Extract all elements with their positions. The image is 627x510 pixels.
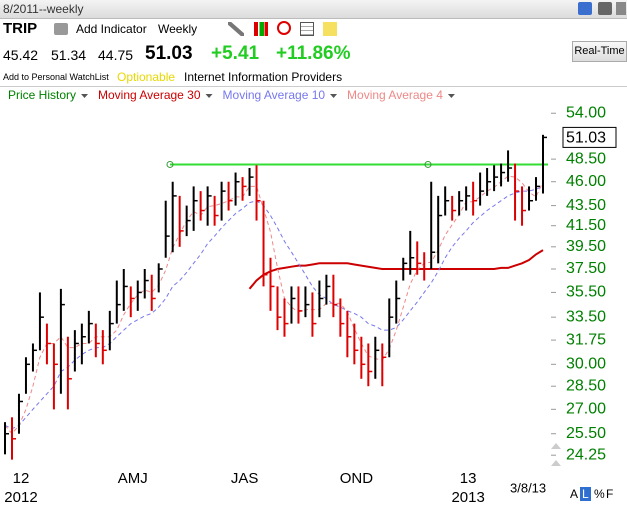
y-tick-label: 27.00: [566, 401, 606, 418]
note-icon[interactable]: [323, 22, 337, 36]
legend-arrow: [447, 94, 455, 98]
table-icon[interactable]: [300, 22, 314, 36]
mode-button[interactable]: A: [570, 487, 578, 501]
trendline-handle: [166, 160, 174, 168]
x-tick-label: 12: [13, 470, 30, 487]
y-tick-label: 37.50: [566, 260, 606, 277]
mode-button[interactable]: L: [582, 487, 589, 501]
interval[interactable]: Weekly: [158, 22, 198, 36]
icon[interactable]: [578, 2, 592, 15]
last-price-label: 51.03: [566, 130, 606, 147]
title-bar: 8/2011--weekly: [0, 0, 627, 19]
watchlist-link[interactable]: Add to Personal WatchList: [3, 72, 109, 82]
mode-button[interactable]: %: [594, 487, 605, 501]
scroll-arrow[interactable]: [551, 460, 561, 466]
y-tick-label: 48.50: [566, 150, 606, 167]
y-tick-label: 24.25: [566, 446, 606, 463]
quote-last: 51.03: [145, 43, 193, 64]
print-icon[interactable]: [54, 23, 68, 35]
legend-label[interactable]: Price History: [8, 88, 76, 102]
legend-label[interactable]: Moving Average 30: [98, 88, 201, 102]
legend-label[interactable]: Moving Average 4: [347, 88, 443, 102]
alarm-icon[interactable]: [277, 21, 291, 35]
y-tick-label: 25.50: [566, 425, 606, 442]
quote-open: 45.42: [3, 47, 39, 63]
quote-low: 44.75: [98, 47, 134, 63]
moving-average: [4, 185, 544, 430]
chart-icon[interactable]: [254, 22, 268, 36]
y-tick-label: 54.00: [566, 104, 606, 121]
y-tick-label: 41.50: [566, 217, 606, 234]
legend-arrow: [330, 94, 338, 98]
x-tick-label: 13: [460, 470, 477, 487]
legend-label[interactable]: Moving Average 10: [223, 88, 326, 102]
icon[interactable]: [616, 2, 626, 15]
optionable: Optionable: [117, 70, 176, 84]
scroll-arrow[interactable]: [551, 443, 561, 449]
trendline-handle: [424, 160, 432, 168]
y-tick-label: 33.50: [566, 308, 606, 325]
quote-change: +5.41: [211, 43, 260, 64]
moving-average: [248, 249, 544, 290]
y-tick-label: 43.50: [566, 197, 606, 214]
year-label: 2012: [4, 489, 37, 506]
period-label: 8/2011--weekly: [3, 2, 84, 16]
moving-average: [4, 175, 544, 435]
last-price-box: [562, 126, 617, 148]
y-tick-label: 39.50: [566, 238, 606, 255]
y-tick-label: 30.00: [566, 356, 606, 373]
x-tick-label: AMJ: [118, 470, 148, 487]
mode-button[interactable]: F: [606, 487, 613, 501]
divider: [0, 86, 627, 87]
add-indicator[interactable]: Add Indicator: [76, 22, 147, 36]
x-tick-label: JAS: [231, 470, 259, 487]
y-tick-label: 28.50: [566, 377, 606, 394]
date-label: 3/8/13: [510, 480, 546, 495]
realtime-button[interactable]: Real-Time: [572, 41, 627, 62]
legend-arrow: [81, 94, 89, 98]
y-tick-label: 46.00: [566, 173, 606, 190]
icon[interactable]: [598, 2, 612, 15]
x-tick-label: OND: [340, 470, 374, 487]
quote-change-pct: +11.86%: [276, 43, 351, 64]
realtime-label[interactable]: Real-Time: [574, 45, 625, 57]
year-label: 2013: [451, 489, 484, 506]
legend-arrow: [205, 94, 213, 98]
symbol[interactable]: TRIP: [3, 20, 38, 37]
quote-high: 51.34: [51, 47, 87, 63]
industry: Internet Information Providers: [184, 70, 343, 84]
y-tick-label: 31.75: [566, 331, 606, 348]
y-tick-label: 35.50: [566, 284, 606, 301]
mode-highlight: [580, 487, 591, 501]
